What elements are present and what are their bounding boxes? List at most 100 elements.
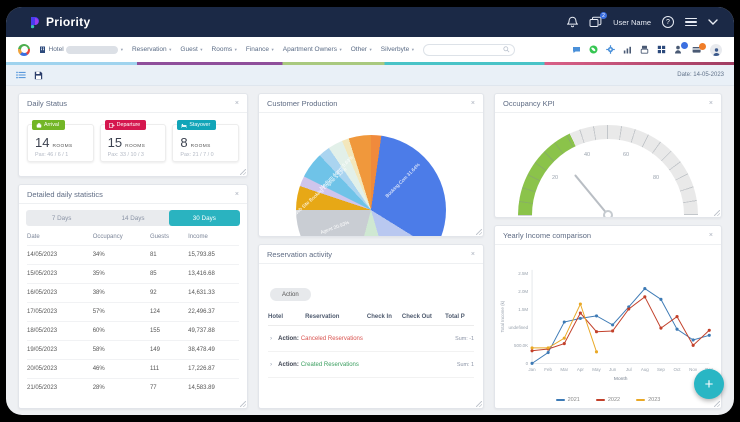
card-title: Detailed daily statistics [27,190,103,199]
menu-silverbyte[interactable]: Silverbyte ▾ [380,46,415,53]
legend-dash-icon [595,398,605,401]
chevron-down-icon[interactable] [708,19,718,25]
card-title: Yearly Income comparison [503,231,592,240]
chat-icon[interactable] [572,46,581,54]
user-name[interactable]: User Name [613,17,651,27]
caret-icon: ▾ [234,46,237,52]
legend-2021[interactable]: 2021 [555,397,580,403]
daily-status-body: Arrival 14 ROOMS Pax: 46 / 6 / 1 Departur… [19,113,247,166]
menu-reservation[interactable]: Reservation ▾ [131,46,172,53]
legend-2023[interactable]: 2023 [636,397,660,403]
card-title: Customer Production [267,99,338,108]
svg-text:1.5M: 1.5M [518,307,528,312]
legend-dash-icon [636,398,646,401]
brand-name: Priority [46,15,91,29]
departure-pax: Pax: 33 / 10 / 3 [107,152,144,158]
guests-count-badge [681,42,688,49]
close-icon[interactable]: × [708,232,713,239]
svg-text:Aug: Aug [641,367,649,372]
caret-icon: ▾ [339,46,342,52]
caret-icon: ▾ [271,46,274,52]
stayover-pax: Pax: 21 / 7 / 0 [180,152,214,158]
svg-text:500.0K: 500.0K [514,343,528,348]
list-view-icon[interactable] [16,71,26,79]
menu-guest[interactable]: Guest ▾ [180,46,203,53]
departure-tile: Departure 15 ROOMS Pax: 33 / 10 / 3 [99,120,167,162]
legend-2022[interactable]: 2022 [595,397,620,403]
table-row: 19/05/2023 58% 149 38,478.49 [27,340,239,359]
close-icon[interactable]: × [470,100,475,107]
resize-handle[interactable] [476,229,482,235]
menu-hotel[interactable]: Hotel ▾ [39,45,123,54]
hamburger-menu-icon[interactable] [685,17,697,27]
menubar-quick-icons [572,42,722,56]
pie-chart[interactable] [296,135,446,236]
whatsapp-icon[interactable] [589,45,598,54]
guests-in-house-icon[interactable] [674,42,688,54]
open-windows-icon[interactable]: 2 [589,12,608,28]
svg-text:Sep: Sep [657,367,665,372]
hotel-building-icon [40,46,45,53]
detailed-stats-card: Detailed daily statistics × 7 Days 14 Da… [18,184,248,409]
statistics-icon[interactable] [623,46,632,54]
apps-grid-icon[interactable] [657,45,666,54]
stats-table-header: Date Occupancy Guests Income [27,234,208,240]
departure-rooms-count: 15 [107,135,123,150]
accent-stripe [6,62,734,65]
add-button[interactable]: + [694,369,724,399]
menu-finance[interactable]: Finance ▾ [245,46,274,53]
resize-handle[interactable] [714,210,720,216]
search-input[interactable] [428,46,504,53]
stayover-rooms-count: 8 [180,135,188,150]
menu-apartment-owners[interactable]: Apartment Owners ▾ [282,46,342,53]
svg-text:Oct: Oct [674,367,682,372]
save-icon[interactable] [34,71,43,80]
resize-handle[interactable] [240,169,246,175]
svg-text:undefined: undefined [509,325,529,330]
close-icon[interactable]: × [470,251,475,258]
close-icon[interactable]: × [234,191,239,198]
menu-other[interactable]: Other ▾ [350,46,372,53]
expand-chevron-icon[interactable]: › [270,361,273,368]
table-row: 17/05/2023 57% 124 22,496.37 [27,302,239,321]
tab-14-days[interactable]: 14 Days [121,214,145,222]
caret-icon: ▾ [411,46,415,52]
payments-icon[interactable] [692,42,706,54]
settings-gear-icon[interactable] [606,45,615,54]
yearly-income-body: 0 500.0K undefined 1.5M 2.0M 2.5M Jan Feb Mar Apr… [495,245,721,408]
resize-handle[interactable] [240,401,246,407]
svg-text:Feb: Feb [544,367,552,372]
help-icon[interactable]: ? [662,16,674,28]
gauge-tick-60: 60 [623,152,630,158]
stayover-badge: Stayover [177,120,217,130]
resize-handle[interactable] [714,401,720,407]
stayover-tile: Stayover 8 ROOMS Pax: 21 / 7 / 0 [172,120,240,162]
tab-7-days[interactable]: 7 Days [51,214,72,222]
arrival-rooms-count: 14 [35,135,50,150]
canceled-reservations-row: › Action: Canceled Reservations Sum: -1 [268,326,474,352]
tab-30-days[interactable]: 30 Days [168,210,240,226]
svg-text:Month: Month [614,376,628,382]
notifications-bell-icon[interactable] [567,16,579,28]
arrival-tile: Arrival 14 ROOMS Pax: 46 / 6 / 1 [27,120,94,162]
pos-terminal-icon[interactable] [640,45,649,54]
occupancy-gauge: 20 40 60 80 [495,115,721,217]
occupancy-kpi-card: Occupancy KPI × 20 40 60 80 [494,93,722,218]
daily-status-card: Daily Status × Arrival 14 ROOMS Pax: 46 /… [18,93,248,177]
table-row: 14/05/2023 34% 81 15,793.85 [27,245,239,264]
pie-chart-area: Booking.Com 31.64% Agent 20.93% Medium A… [259,113,483,236]
user-avatar[interactable] [710,43,722,56]
windows-count-badge: 2 [600,12,608,19]
payments-count-badge [699,42,706,50]
action-button[interactable]: Action [270,288,311,301]
expand-chevron-icon[interactable]: › [270,335,273,342]
svg-text:Jan: Jan [528,367,536,372]
card-title: Daily Status [27,99,68,108]
menu-rooms[interactable]: Rooms ▾ [211,46,237,53]
resize-handle[interactable] [476,401,482,407]
arrival-pax: Pax: 46 / 6 / 1 [35,152,69,158]
card-title: Occupancy KPI [503,99,555,108]
close-icon[interactable]: × [234,100,239,107]
close-icon[interactable]: × [708,100,713,107]
created-sum: Sum: 1 [456,361,474,368]
